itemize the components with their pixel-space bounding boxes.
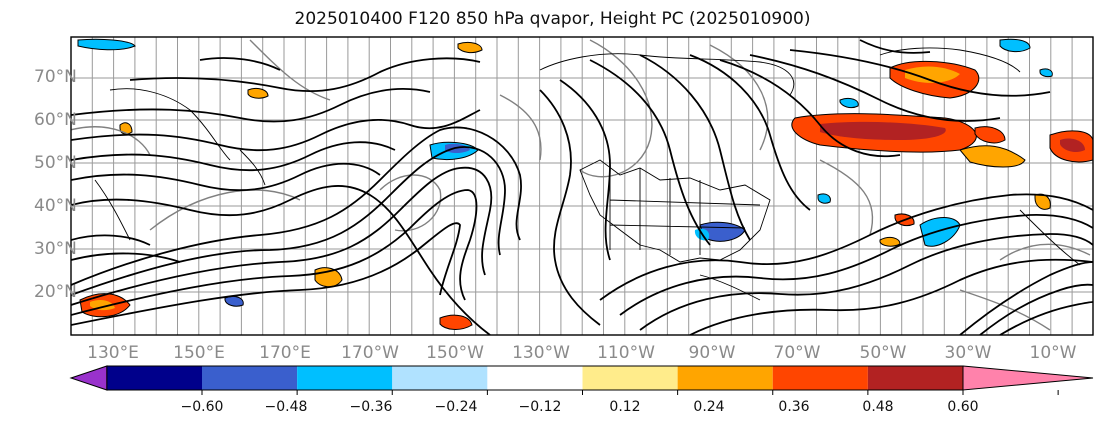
colorbar-segment: [582, 366, 678, 390]
anomaly-patch: [959, 145, 1026, 168]
lon-label: 10°W: [1029, 343, 1077, 363]
colorbar-tick-label: −0.60: [180, 399, 224, 415]
anomaly-patch: [1039, 68, 1053, 78]
anomaly-patch: [905, 66, 960, 83]
anomaly-patch: [457, 41, 483, 54]
lat-label: 50°N: [34, 153, 77, 173]
colorbar-tick-label: 0.48: [862, 399, 894, 415]
lon-label: 30°W: [944, 343, 992, 363]
colorbar-segment: [677, 366, 773, 390]
colorbar-frame: [106, 365, 964, 391]
anomaly-patch: [439, 314, 473, 330]
anomaly-patch: [839, 97, 859, 109]
map-panel: [70, 36, 1094, 336]
colorbar-tick-label: 0.36: [778, 399, 810, 415]
lon-label: 90°W: [688, 343, 736, 363]
colorbar-segment: [487, 366, 583, 390]
lat-label: 60°N: [34, 110, 77, 130]
lon-label: 150°W: [426, 343, 484, 363]
lon-label: 50°W: [859, 343, 907, 363]
lat-label: 40°N: [34, 196, 77, 216]
anomaly-patch: [1060, 138, 1085, 153]
colorbar-segment: [867, 366, 963, 390]
map-title: 2025010400 F120 850 hPa qvapor, Height P…: [294, 9, 811, 29]
map-frame: [70, 36, 1094, 336]
lat-label: 70°N: [34, 67, 77, 87]
colorbar-tick-label: −0.24: [434, 399, 478, 415]
anomaly-patch: [820, 121, 946, 140]
height-pc-contours: [71, 39, 1091, 331]
colorbar-tick-label: −0.12: [518, 399, 562, 415]
anomaly-patch: [999, 38, 1031, 53]
anomaly-patch: [77, 38, 136, 51]
anomaly-patch: [974, 126, 1006, 144]
colorbar-segment: [392, 366, 488, 390]
lon-label: 110°W: [597, 343, 655, 363]
anomaly-patch: [90, 300, 115, 311]
lat-label: 20°N: [34, 282, 77, 302]
colorbar-segment: [202, 366, 298, 390]
colorbar-extend-min: [69, 365, 108, 391]
colorbar-extend-max: [962, 365, 1094, 391]
colorbar-segment: [297, 366, 393, 390]
lon-label: 170°E: [259, 343, 311, 363]
height-contours: [71, 39, 1093, 335]
colorbar-tick-label: 0.12: [609, 399, 641, 415]
colorbar-tick-label: 0.60: [947, 399, 979, 415]
graticule: [71, 37, 1093, 335]
anomaly-patch: [817, 193, 831, 204]
lon-label: 70°W: [773, 343, 821, 363]
colorbar-tick-label: −0.36: [349, 399, 393, 415]
colorbar-segment: [772, 366, 868, 390]
coastlines: [94, 47, 1081, 301]
colorbar-tick-label: 0.24: [693, 399, 725, 415]
lon-label: 130°E: [87, 343, 139, 363]
lat-label: 30°N: [34, 239, 77, 259]
colorbar-segment: [106, 366, 202, 390]
lon-label: 150°E: [173, 343, 225, 363]
lon-label: 130°W: [512, 343, 570, 363]
anomaly-patch: [247, 87, 269, 99]
anomaly-patch: [879, 236, 901, 247]
colorbar-tick-label: −0.48: [264, 399, 308, 415]
lon-label: 170°W: [341, 343, 399, 363]
